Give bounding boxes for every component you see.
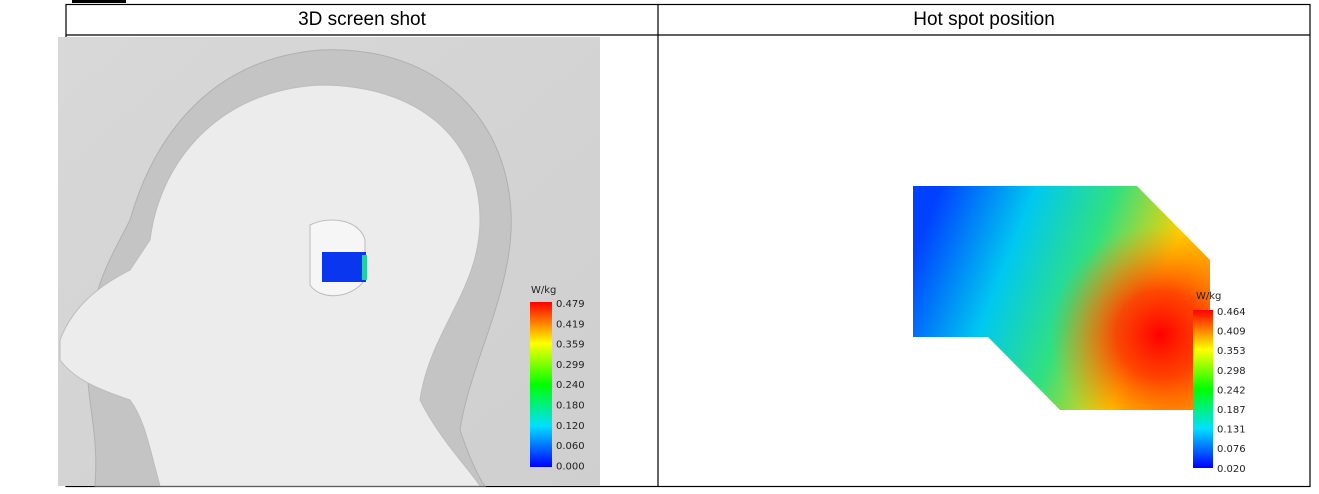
scale-label: 0.060 — [556, 441, 585, 452]
hotspot — [322, 252, 366, 282]
scale-label: 0.076 — [1217, 444, 1246, 455]
scale-unit: W/kg — [531, 285, 556, 296]
scale-label: 0.131 — [1217, 425, 1246, 436]
header-cell: 3D screen shot — [298, 9, 427, 30]
scale-label: 0.409 — [1217, 327, 1246, 338]
scale-label: 0.187 — [1217, 405, 1246, 416]
color-scale — [1193, 310, 1213, 468]
scale-label: 0.353 — [1217, 346, 1246, 357]
scale-label: 0.419 — [556, 319, 585, 330]
scale-label: 0.120 — [556, 421, 585, 432]
right-image — [913, 186, 1210, 410]
scale-label: 0.180 — [556, 401, 585, 412]
scale-label: 0.464 — [1217, 307, 1246, 318]
mark — [72, 0, 126, 3]
scale-label: 0.298 — [1217, 366, 1246, 377]
scale-label: 0.000 — [556, 461, 585, 472]
scale-label: 0.240 — [556, 380, 585, 391]
scale-label: 0.020 — [1217, 464, 1246, 475]
color-scale — [530, 302, 552, 467]
scale-label: 0.299 — [556, 360, 585, 371]
left-image — [58, 37, 600, 487]
scale-label: 0.359 — [556, 340, 585, 351]
scale-label: 0.242 — [1217, 385, 1246, 396]
scale-label: 0.479 — [556, 299, 585, 310]
header-cell: Hot spot position — [913, 9, 1055, 30]
scale-unit: W/kg — [1196, 291, 1221, 302]
